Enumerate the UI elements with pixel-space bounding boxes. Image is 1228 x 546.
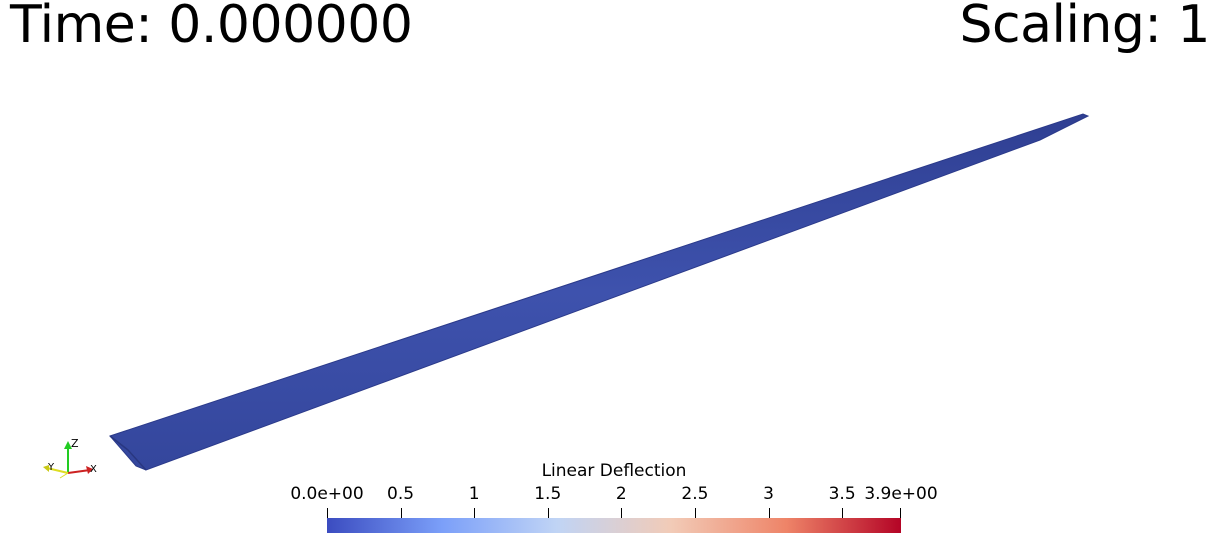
colorbar-tick-label: 0.5: [387, 484, 415, 504]
colorbar-tick-label: 3.5: [828, 484, 856, 504]
colorbar-tick-label: 3: [763, 484, 774, 504]
blade-root-edge: [109, 435, 147, 471]
time-label: Time: 0.000000: [10, 0, 413, 55]
colorbar-tick-label: 3.9e+00: [864, 484, 938, 504]
colorbar-tick-label: 1.5: [534, 484, 562, 504]
colorbar: [327, 518, 901, 533]
colorbar-tick-mark: [474, 508, 476, 520]
axis-y-label: Y: [47, 462, 55, 473]
colorbar-tick-mark: [621, 508, 623, 520]
colorbar-title: Linear Deflection: [541, 461, 687, 481]
colorbar-tick-mark: [547, 508, 549, 520]
axis-x-label: X: [90, 464, 97, 475]
colorbar-tick-label: 2.5: [681, 484, 709, 504]
blade-surface: [109, 113, 1090, 471]
colorbar-tick-mark: [400, 508, 402, 520]
colorbar-tick-mark: [900, 508, 901, 520]
colorbar-tick-label: 1: [468, 484, 480, 504]
colorbar-tick-mark: [694, 508, 696, 520]
colorbar-tick-label: 2: [615, 484, 627, 504]
colorbar-tick-mark: [768, 508, 770, 520]
colorbar-tick-label: 0.0e+00: [290, 484, 364, 504]
colorbar-tick-mark: [327, 508, 328, 520]
colorbar-tick-mark: [842, 508, 844, 520]
axis-z-label: Z: [71, 437, 79, 450]
orientation-axes: Z Y X: [43, 437, 97, 479]
scaling-label: Scaling: 1: [959, 0, 1211, 55]
